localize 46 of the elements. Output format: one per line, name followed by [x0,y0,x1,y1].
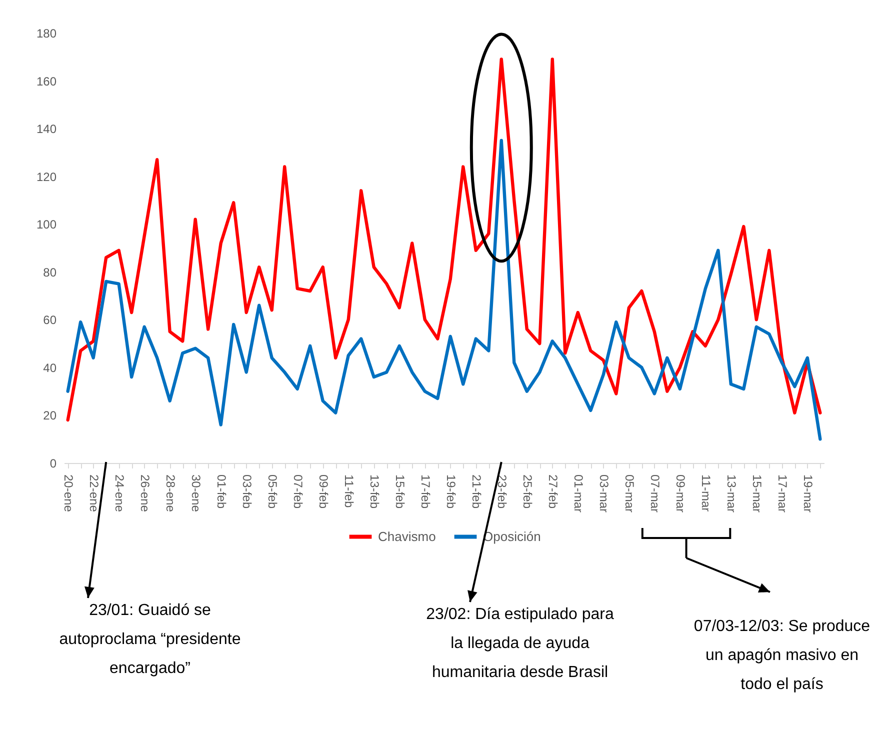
x-tick-label: 03-feb [240,474,254,509]
x-tick-label: 25-feb [520,474,534,509]
x-tick-label: 05-feb [265,474,280,509]
x-tick-label: 09-mar [673,474,688,513]
x-tick-label: 07-feb [290,474,305,509]
y-tick-label: 140 [36,122,57,136]
x-tick-label: 13-mar [724,474,738,513]
x-tick-label: 17-feb [418,474,432,509]
x-tick-label: 28-ene [163,474,178,512]
x-tick-label: 13-feb [367,474,382,509]
x-tick-label: 09-feb [316,474,330,509]
x-tick-label: 30-ene [188,474,203,512]
x-tick-label: 19-mar [800,474,815,513]
y-tick-label: 40 [43,360,57,375]
y-tick-label: 100 [36,218,57,232]
legend-label: Chavismo [378,528,436,544]
y-tick-label: 80 [43,265,57,280]
text: 23/01: Guaidó se autoproclama “presidente encargado” [58,601,242,679]
x-tick-label: 05-mar [622,474,636,513]
x-tick-label: 20-ene [61,474,76,512]
x-tick-label: 03-mar [596,474,611,513]
line-series [66,58,822,422]
x-tick-label: 27-feb [546,474,560,509]
y-tick-label: 60 [43,313,57,328]
x-tick-label: 15-feb [392,474,407,509]
x-tick-label: 11-feb [342,474,356,508]
x-tick-label: 23-feb [494,474,509,509]
y-tick-label: 160 [36,74,57,88]
y-tick-label: 20 [43,408,57,423]
x-tick-label: 01-feb [214,474,228,509]
line-series [66,138,822,441]
y-tick-label: 120 [36,170,57,184]
x-tick-label: 15-mar [750,474,764,513]
y-tick-label: 0 [50,456,57,470]
y-tick-label: 180 [36,26,57,40]
x-tick-label: 26-ene [138,474,152,512]
x-tick-label: 07-mar [648,474,662,513]
x-tick-label: 11-mar [698,474,713,512]
text: 07/03-12/03: Se produce un apagón masivo en todo el país [692,617,872,695]
x-tick-label: 17-mar [775,474,790,513]
x-tick-label: 19-feb [444,474,458,509]
x-tick-label: 01-mar [571,474,586,513]
x-tick-label: 24-ene [112,474,126,512]
x-tick-label: 22-ene [86,474,101,512]
text: 23/02: Día estipulado para la llegada de ayuda humanitaria desde Brasil [425,605,615,683]
x-tick-label: 21-feb [469,474,484,509]
